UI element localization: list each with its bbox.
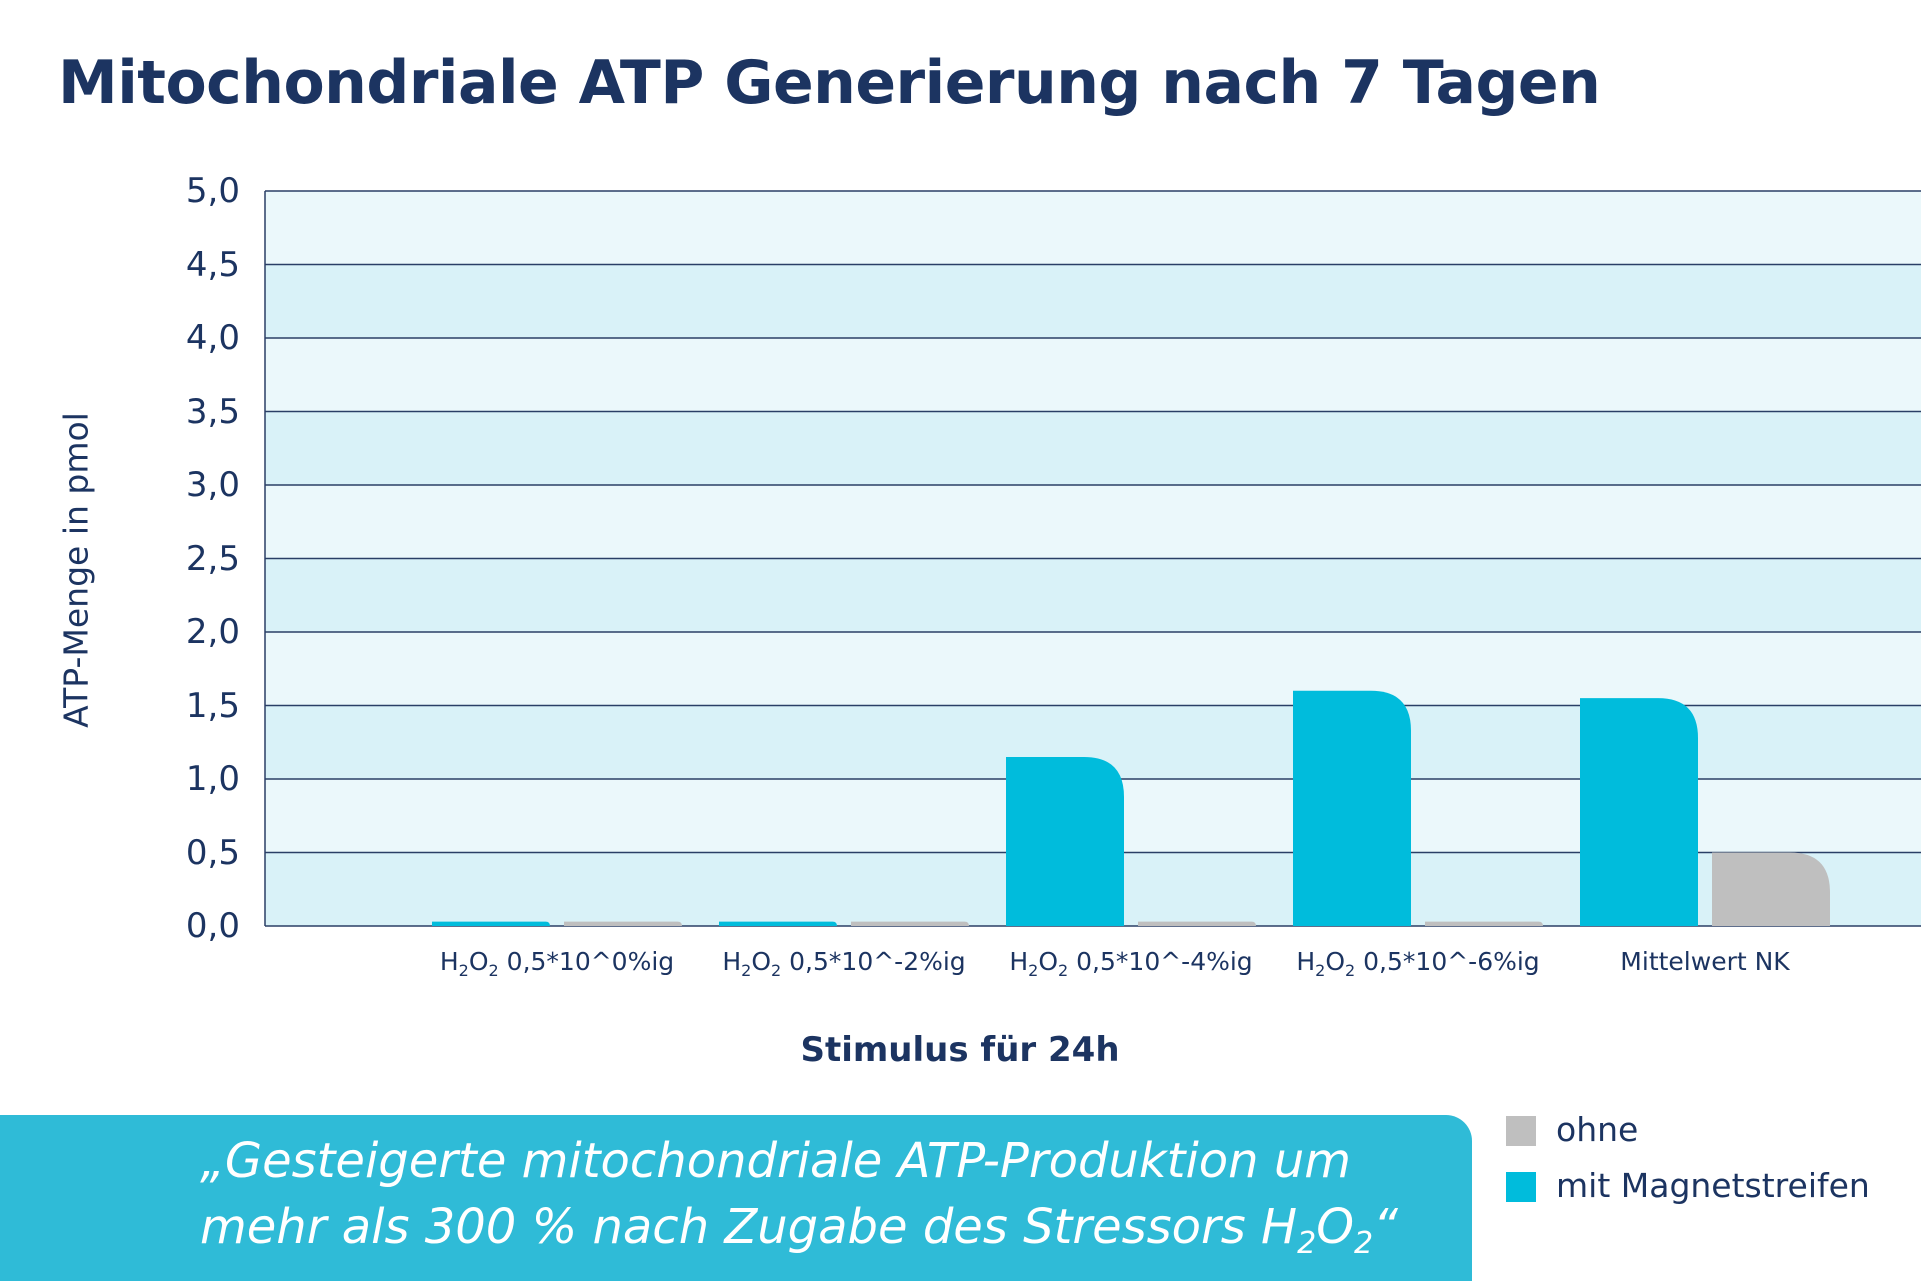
y-tick-label: 0,5 (185, 832, 240, 873)
bar-mit-magnetstreifen (1293, 690, 1411, 926)
quote-line-2: mehr als 300 % nach Zugabe des Stressors… (200, 1199, 1398, 1261)
y-tick-label: 1,5 (185, 685, 240, 726)
bar-mit-magnetstreifen (1006, 756, 1124, 926)
bar-ohne (1425, 921, 1543, 926)
y-tick-label: 0,0 (185, 906, 240, 946)
y-axis-label: ATP-Menge in pmol (56, 412, 96, 728)
plot-band (265, 191, 1921, 265)
legend-swatch-ohne (1506, 1116, 1536, 1146)
y-tick-label: 1,0 (185, 759, 240, 799)
quote-banner (0, 1115, 1472, 1281)
bar-ohne (564, 921, 682, 926)
y-tick-label: 2,0 (185, 612, 240, 652)
plot-band (265, 264, 1921, 338)
plot-band (265, 558, 1921, 632)
bar-mit-magnetstreifen (432, 921, 550, 926)
x-tick-label: Mittelwert NK (1620, 947, 1790, 976)
chart-title: Mitochondriale ATP Generierung nach 7 Ta… (58, 48, 1601, 118)
bar-ohne (1138, 921, 1256, 926)
y-tick-label: 5,0 (185, 171, 240, 211)
legend-swatch-mit-magnetstreifen (1506, 1172, 1536, 1202)
legend-label-ohne: ohne (1556, 1110, 1639, 1149)
quote-text: „Gesteigerte mitochondriale ATP-Produkti… (200, 1128, 1440, 1277)
plot-band (265, 411, 1921, 485)
plot-band (265, 485, 1921, 559)
y-tick-label: 4,5 (185, 244, 240, 285)
bar-mit-magnetstreifen (1580, 698, 1698, 926)
x-tick-label: H2O2 0,5*10^-6%ig (1296, 947, 1540, 980)
bar-ohne (1712, 852, 1830, 926)
plot-band (265, 632, 1921, 706)
y-tick-label: 2,5 (185, 538, 240, 579)
bar-ohne (851, 921, 969, 926)
quote-line-1: „Gesteigerte mitochondriale ATP-Produkti… (200, 1133, 1352, 1189)
plot-band (265, 338, 1921, 412)
legend-label-mit-magnetstreifen: mit Magnetstreifen (1556, 1166, 1870, 1205)
y-tick-label: 3,0 (185, 465, 240, 505)
x-tick-label: H2O2 0,5*10^-4%ig (1009, 947, 1253, 980)
bar-mit-magnetstreifen (719, 921, 837, 926)
y-tick-label: 3,5 (185, 391, 240, 432)
x-axis-label: Stimulus für 24h (800, 1030, 1120, 1070)
x-tick-label: H2O2 0,5*10^-2%ig (722, 947, 966, 980)
y-tick-label: 4,0 (185, 318, 240, 358)
x-tick-label: H2O2 0,5*10^0%ig (439, 947, 675, 980)
